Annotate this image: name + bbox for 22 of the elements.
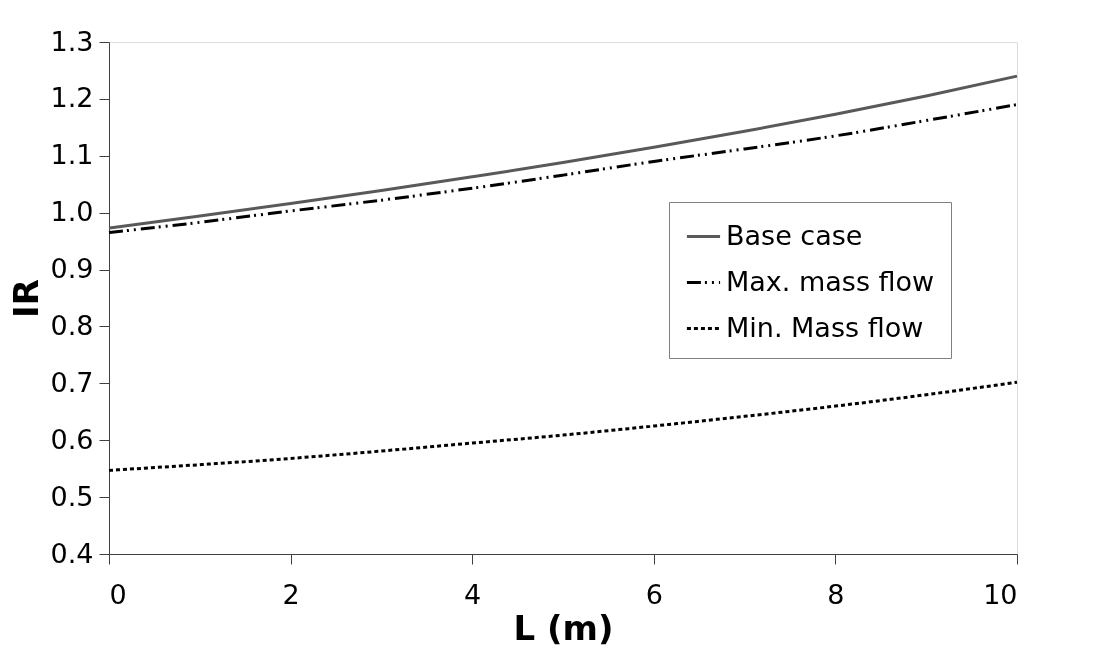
y-tick-label: 0.7 [50,366,94,398]
y-tick-label: 1.1 [50,139,94,171]
y-tick-label: 0.9 [50,253,94,285]
y-tick-label: 1.0 [50,196,94,228]
x-tick-label: 8 [827,578,845,610]
y-tick-label: 0.6 [50,423,94,455]
x-axis-title: L (m) [513,607,614,648]
legend-label: Base case [726,219,863,251]
y-tick-label: 0.4 [50,537,94,569]
x-tick-label: 0 [109,578,127,610]
legend-label: Max. mass flow [726,265,935,297]
x-tick-label: 4 [464,578,482,610]
legend-label: Min. Mass flow [726,311,924,343]
x-tick-label: 6 [645,578,663,610]
x-tick-label: 10 [983,578,1018,610]
y-tick-label: 1.2 [50,82,94,114]
y-tick-label: 0.5 [50,480,94,512]
x-tick-label: 2 [282,578,300,610]
y-tick-label: 1.3 [50,25,94,57]
y-tick-label: 0.8 [50,309,94,341]
y-axis-title: IR [5,279,46,318]
line-series [107,380,1019,472]
